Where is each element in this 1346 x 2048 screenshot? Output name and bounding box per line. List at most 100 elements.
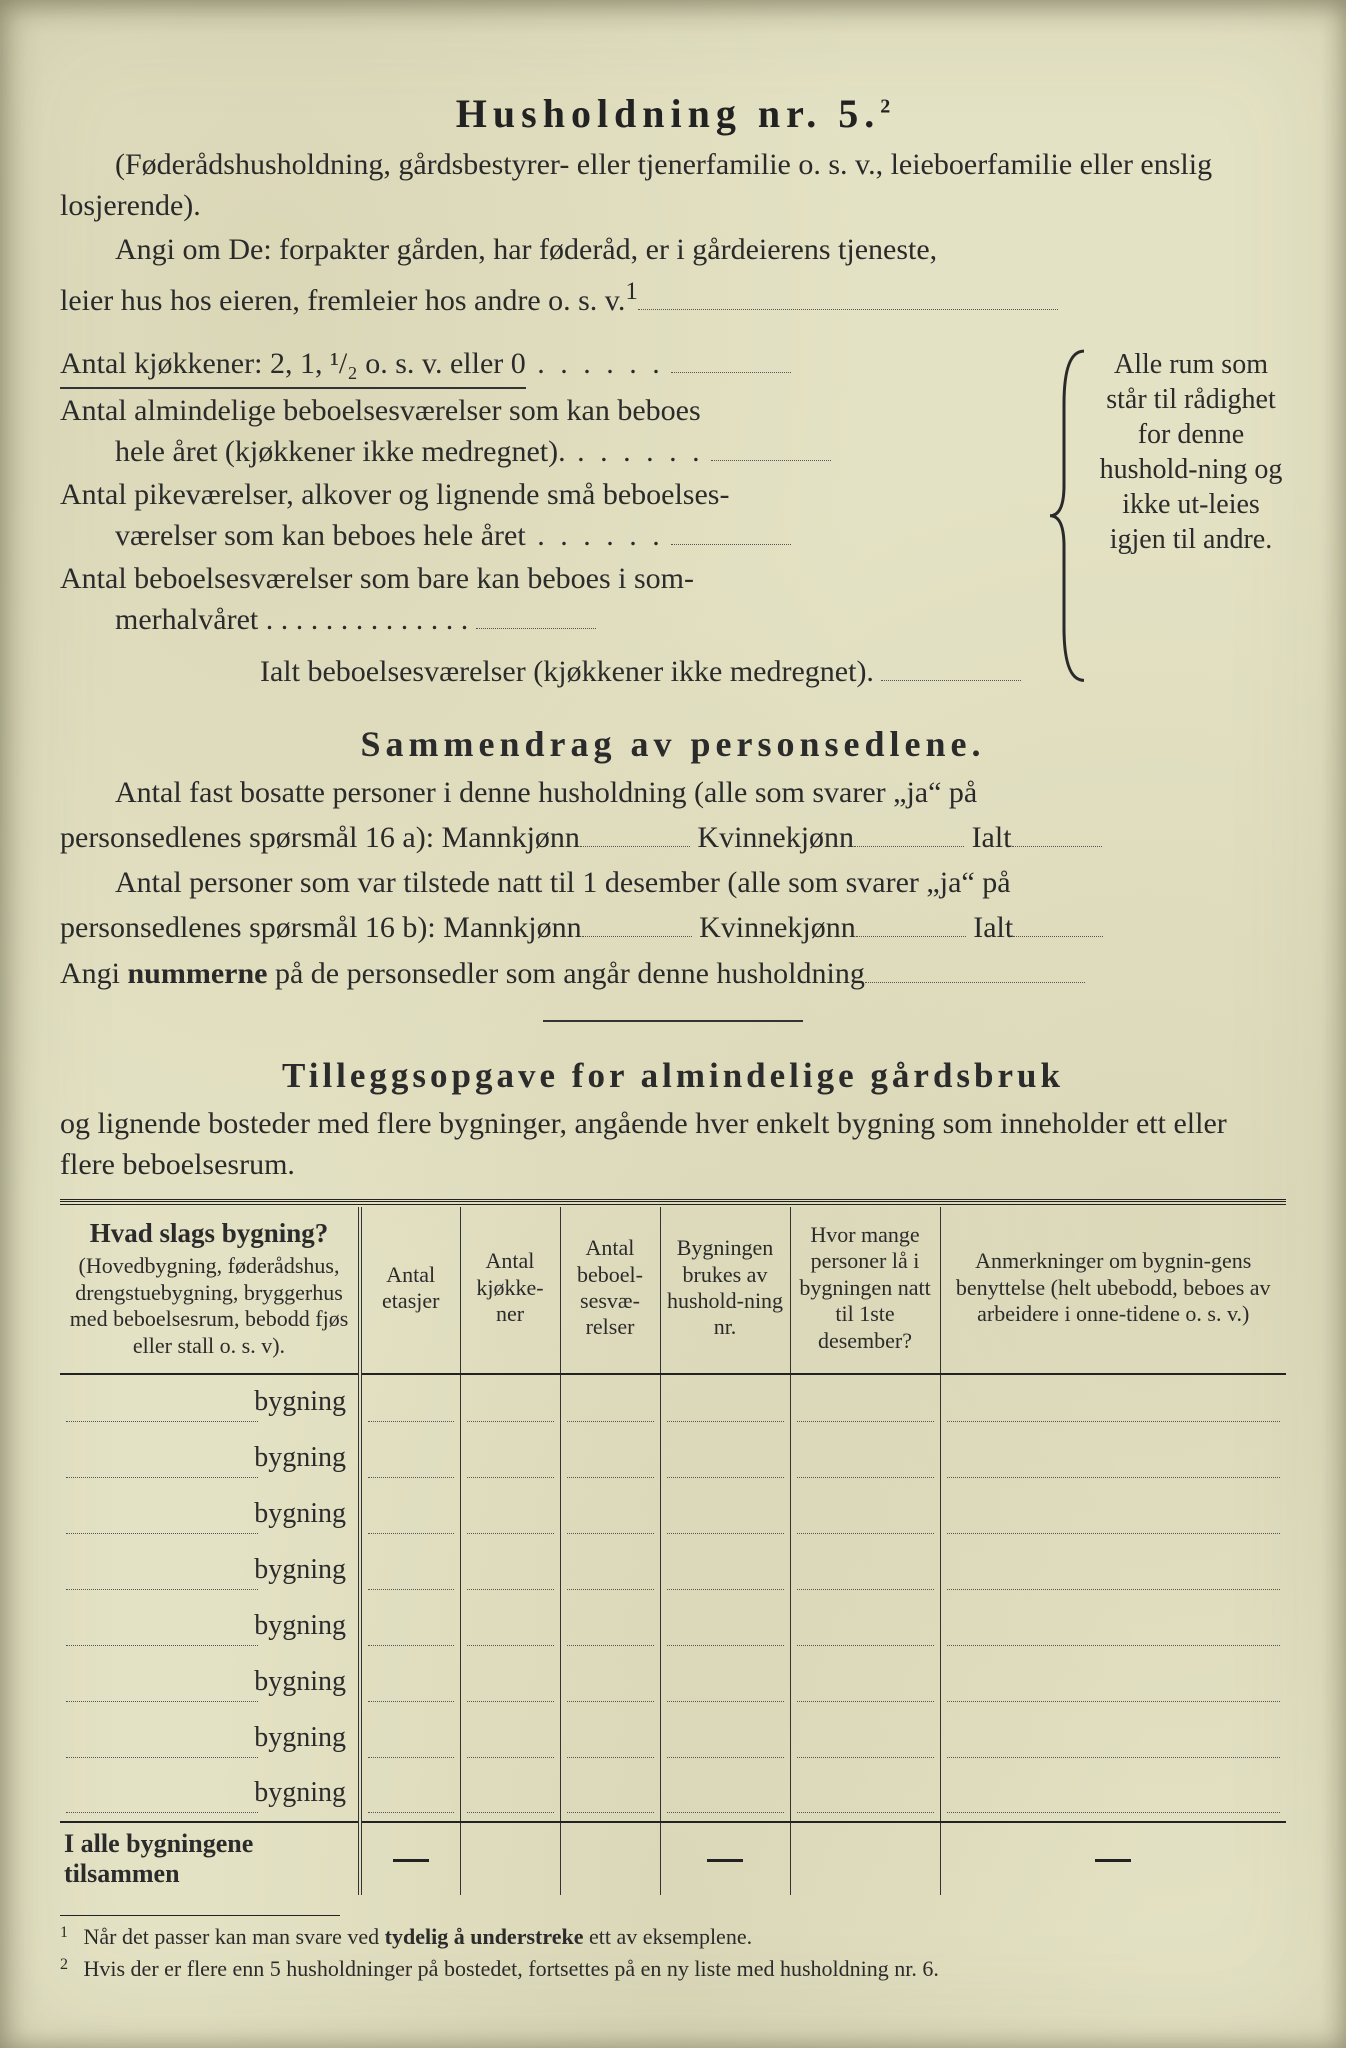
table-cell[interactable] — [360, 1766, 460, 1822]
blank-fill[interactable] — [368, 1757, 454, 1758]
blank-fill[interactable] — [667, 1645, 784, 1646]
table-cell[interactable] — [460, 1598, 560, 1654]
table-cell[interactable] — [360, 1598, 460, 1654]
blank-fill[interactable] — [947, 1757, 1281, 1758]
table-cell[interactable] — [360, 1430, 460, 1486]
blank-fill[interactable] — [947, 1645, 1281, 1646]
table-cell[interactable] — [460, 1486, 560, 1542]
table-cell[interactable] — [360, 1374, 460, 1430]
blank-fill[interactable] — [467, 1421, 554, 1422]
blank-fill[interactable] — [368, 1645, 454, 1646]
table-cell[interactable] — [790, 1710, 940, 1766]
blank-fill[interactable] — [66, 1533, 258, 1534]
table-cell[interactable] — [460, 1654, 560, 1710]
blank-fill[interactable] — [467, 1645, 554, 1646]
blank-fill[interactable] — [567, 1757, 654, 1758]
table-cell[interactable] — [560, 1710, 660, 1766]
table-cell[interactable] — [940, 1710, 1286, 1766]
blank-fill[interactable] — [467, 1477, 554, 1478]
blank-fill[interactable] — [567, 1533, 654, 1534]
blank-fill[interactable] — [567, 1589, 654, 1590]
table-cell[interactable] — [560, 1766, 660, 1822]
blank-fill[interactable] — [368, 1477, 454, 1478]
blank-fill[interactable] — [368, 1421, 454, 1422]
blank-fill[interactable] — [667, 1533, 784, 1534]
table-cell[interactable] — [360, 1654, 460, 1710]
table-cell[interactable] — [560, 1374, 660, 1430]
table-cell[interactable] — [660, 1430, 790, 1486]
blank-fill[interactable] — [865, 953, 1085, 983]
blank-fill[interactable] — [66, 1701, 258, 1702]
blank-fill[interactable] — [476, 599, 596, 629]
blank-fill[interactable] — [467, 1533, 554, 1534]
blank-fill[interactable] — [582, 907, 692, 937]
blank-fill[interactable] — [467, 1757, 554, 1758]
blank-fill[interactable] — [368, 1533, 454, 1534]
blank-fill[interactable] — [66, 1812, 258, 1813]
blank-fill[interactable] — [881, 651, 1021, 681]
table-cell[interactable]: bygning — [60, 1766, 360, 1822]
blank-fill[interactable] — [567, 1645, 654, 1646]
blank-fill[interactable] — [1012, 817, 1102, 847]
blank-fill[interactable] — [368, 1701, 454, 1702]
blank-fill[interactable] — [797, 1589, 934, 1590]
table-cell[interactable] — [790, 1542, 940, 1598]
table-cell[interactable] — [660, 1374, 790, 1430]
blank-fill[interactable] — [638, 280, 1058, 310]
table-cell[interactable] — [560, 1430, 660, 1486]
table-cell[interactable] — [360, 1486, 460, 1542]
blank-fill[interactable] — [947, 1701, 1281, 1702]
blank-fill[interactable] — [66, 1757, 258, 1758]
blank-fill[interactable] — [567, 1421, 654, 1422]
blank-fill[interactable] — [667, 1589, 784, 1590]
table-cell[interactable] — [790, 1430, 940, 1486]
table-cell[interactable] — [940, 1766, 1286, 1822]
table-cell[interactable]: bygning — [60, 1374, 360, 1430]
blank-fill[interactable] — [671, 343, 791, 373]
blank-fill[interactable] — [797, 1477, 934, 1478]
blank-fill[interactable] — [947, 1589, 1281, 1590]
table-cell[interactable] — [790, 1374, 940, 1430]
table-cell[interactable]: bygning — [60, 1430, 360, 1486]
blank-fill[interactable] — [467, 1812, 554, 1813]
table-cell[interactable]: bygning — [60, 1654, 360, 1710]
table-cell[interactable] — [940, 1486, 1286, 1542]
blank-fill[interactable] — [667, 1812, 784, 1813]
blank-fill[interactable] — [797, 1757, 934, 1758]
table-cell[interactable]: bygning — [60, 1542, 360, 1598]
table-cell[interactable] — [460, 1374, 560, 1430]
table-cell[interactable] — [790, 1486, 940, 1542]
blank-fill[interactable] — [854, 817, 964, 847]
table-cell[interactable] — [940, 1542, 1286, 1598]
table-cell[interactable] — [460, 1542, 560, 1598]
blank-fill[interactable] — [66, 1477, 258, 1478]
blank-fill[interactable] — [667, 1701, 784, 1702]
blank-fill[interactable] — [947, 1421, 1281, 1422]
table-cell[interactable] — [560, 1542, 660, 1598]
blank-fill[interactable] — [567, 1477, 654, 1478]
table-cell[interactable] — [460, 1710, 560, 1766]
table-cell[interactable] — [560, 1598, 660, 1654]
blank-fill[interactable] — [667, 1757, 784, 1758]
table-cell[interactable] — [660, 1598, 790, 1654]
blank-fill[interactable] — [66, 1589, 258, 1590]
blank-fill[interactable] — [667, 1421, 784, 1422]
blank-fill[interactable] — [467, 1701, 554, 1702]
blank-fill[interactable] — [567, 1701, 654, 1702]
blank-fill[interactable] — [797, 1812, 934, 1813]
blank-fill[interactable] — [580, 817, 690, 847]
blank-fill[interactable] — [368, 1812, 454, 1813]
table-cell[interactable] — [360, 1542, 460, 1598]
table-cell[interactable] — [660, 1710, 790, 1766]
table-cell[interactable] — [660, 1654, 790, 1710]
blank-fill[interactable] — [467, 1589, 554, 1590]
table-cell[interactable] — [560, 1654, 660, 1710]
blank-fill[interactable] — [567, 1812, 654, 1813]
blank-fill[interactable] — [66, 1421, 258, 1422]
blank-fill[interactable] — [947, 1477, 1281, 1478]
table-cell[interactable] — [460, 1766, 560, 1822]
table-cell[interactable] — [660, 1542, 790, 1598]
blank-fill[interactable] — [797, 1421, 934, 1422]
table-cell[interactable]: bygning — [60, 1598, 360, 1654]
table-cell[interactable] — [460, 1430, 560, 1486]
